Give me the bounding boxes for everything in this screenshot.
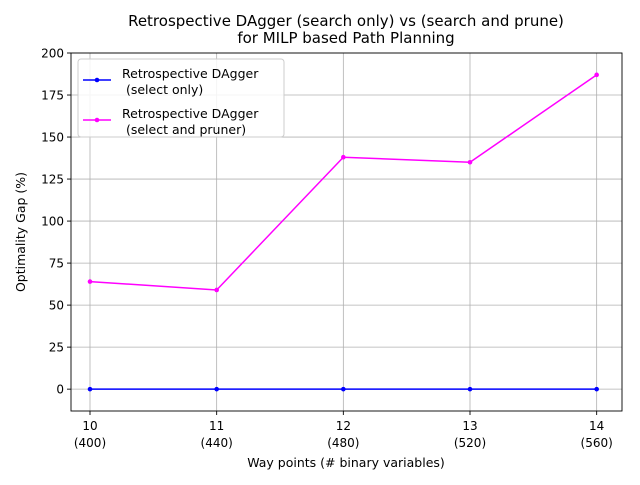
series-1-point bbox=[467, 386, 473, 392]
x-tick-sublabel: (400) bbox=[74, 436, 106, 450]
legend-box bbox=[77, 58, 285, 138]
y-tick-label: 150 bbox=[41, 130, 64, 144]
y-tick-label: 0 bbox=[56, 382, 64, 396]
x-tick-sublabel: (520) bbox=[454, 436, 486, 450]
series-2-point bbox=[467, 159, 473, 165]
axes-frame bbox=[70, 52, 623, 412]
x-tick-label: 14 bbox=[589, 419, 604, 433]
axes-frame-layer bbox=[70, 52, 623, 412]
y-tick-label: 100 bbox=[41, 214, 64, 228]
tick-layer: 0 25 50 75 100 125 150 175 200 10 (400) 11 (440) 12 (4… bbox=[41, 46, 613, 450]
x-tick-sublabel: (440) bbox=[201, 436, 233, 450]
legend-entry-2-line-2: (select and pruner) bbox=[122, 122, 246, 137]
x-tick-label: 13 bbox=[462, 419, 477, 433]
x-tick-label: 11 bbox=[209, 419, 224, 433]
series-1-point bbox=[594, 386, 599, 392]
y-tick-label: 25 bbox=[49, 340, 64, 354]
y-tick-label: 175 bbox=[41, 88, 64, 102]
legend-entry-2-line-1: Retrospective DAgger bbox=[122, 106, 259, 121]
y-tick-label: 75 bbox=[49, 256, 64, 270]
chart-title-line-1: Retrospective DAgger (search only) vs (s… bbox=[128, 12, 564, 30]
series-2-point bbox=[341, 154, 346, 160]
x-tick-label: 10 bbox=[82, 419, 97, 433]
y-tick-label: 200 bbox=[41, 46, 64, 60]
series-lines-layer bbox=[87, 72, 599, 392]
series-2-point bbox=[87, 279, 93, 284]
legend: Retrospective DAgger (select only)Retros… bbox=[77, 58, 285, 138]
series-2-point bbox=[214, 287, 219, 293]
legend-swatch-marker-1 bbox=[94, 77, 100, 83]
series-1-point bbox=[214, 386, 219, 392]
x-tick-sublabel: (560) bbox=[581, 436, 613, 450]
y-tick-label: 125 bbox=[41, 172, 64, 186]
label-layer: Retrospective DAgger (search only) vs (s… bbox=[13, 12, 564, 470]
chart-title-line-2: for MILP based Path Planning bbox=[237, 29, 454, 47]
series-2-point bbox=[594, 72, 599, 78]
x-tick-label: 12 bbox=[336, 419, 351, 433]
y-axis-label: Optimality Gap (%) bbox=[13, 172, 28, 292]
legend-swatch-marker-2 bbox=[94, 117, 100, 123]
legend-entry-1-line-1: Retrospective DAgger bbox=[122, 66, 259, 81]
x-tick-sublabel: (480) bbox=[327, 436, 359, 450]
y-tick-label: 50 bbox=[49, 298, 64, 312]
x-axis-label: Way points (# binary variables) bbox=[247, 455, 445, 470]
legend-entry-1-line-2: (select only) bbox=[122, 82, 203, 97]
series-1-point bbox=[87, 386, 93, 392]
series-1-point bbox=[341, 386, 346, 392]
